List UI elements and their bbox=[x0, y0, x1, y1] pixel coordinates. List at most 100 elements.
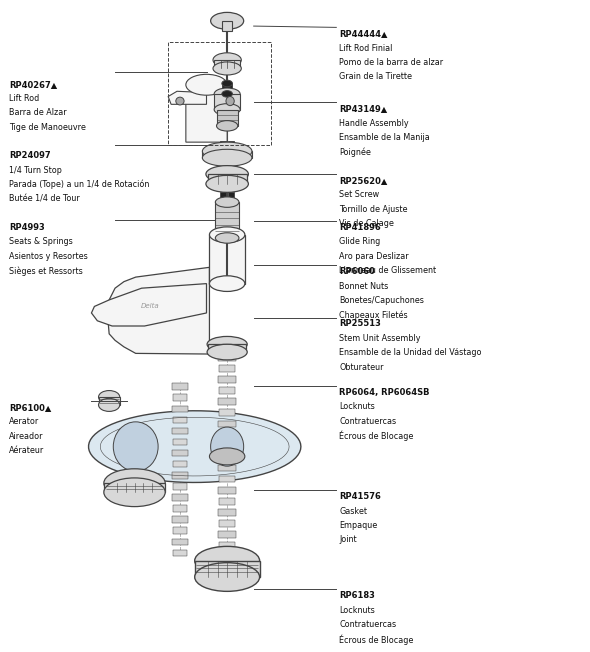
Ellipse shape bbox=[213, 53, 241, 67]
Bar bbox=[208, 174, 247, 184]
Bar bbox=[222, 83, 232, 94]
Text: Seats & Springs: Seats & Springs bbox=[9, 237, 73, 246]
Bar bbox=[219, 432, 235, 438]
Bar bbox=[173, 439, 187, 445]
Text: RP25620▲: RP25620▲ bbox=[339, 176, 388, 185]
Bar bbox=[104, 483, 165, 492]
Text: Bonnet Nuts: Bonnet Nuts bbox=[339, 282, 388, 291]
Bar bbox=[209, 235, 245, 284]
Bar bbox=[219, 476, 235, 482]
Text: RP25513: RP25513 bbox=[339, 319, 381, 329]
Polygon shape bbox=[186, 85, 227, 142]
Text: Locknuts: Locknuts bbox=[339, 402, 375, 411]
Text: RP6064, RP6064SB: RP6064, RP6064SB bbox=[339, 388, 430, 397]
Ellipse shape bbox=[222, 80, 232, 87]
Text: Butée 1/4 de Tour: Butée 1/4 de Tour bbox=[9, 194, 80, 203]
Bar bbox=[173, 483, 187, 490]
Bar bbox=[218, 376, 236, 383]
Ellipse shape bbox=[213, 62, 241, 75]
Bar bbox=[218, 398, 236, 405]
Bar bbox=[172, 472, 188, 479]
Ellipse shape bbox=[214, 88, 240, 100]
Bar bbox=[99, 397, 120, 405]
Text: RP6060: RP6060 bbox=[339, 267, 375, 276]
Bar bbox=[172, 539, 188, 545]
Bar bbox=[218, 354, 236, 361]
Text: Sièges et Ressorts: Sièges et Ressorts bbox=[9, 266, 83, 276]
Text: Glide Ring: Glide Ring bbox=[339, 237, 381, 246]
Bar bbox=[222, 21, 232, 31]
Ellipse shape bbox=[202, 149, 252, 166]
Text: Contratuercas: Contratuercas bbox=[339, 620, 396, 629]
Bar bbox=[173, 417, 187, 423]
Text: Aérateur: Aérateur bbox=[9, 446, 44, 455]
Bar bbox=[219, 542, 235, 549]
Ellipse shape bbox=[209, 448, 245, 465]
Bar bbox=[219, 409, 235, 416]
Bar bbox=[218, 421, 236, 427]
Ellipse shape bbox=[207, 344, 247, 360]
Polygon shape bbox=[91, 284, 206, 326]
Ellipse shape bbox=[209, 227, 245, 243]
Ellipse shape bbox=[195, 563, 260, 591]
Ellipse shape bbox=[215, 197, 239, 207]
Text: Lift Rod: Lift Rod bbox=[9, 94, 39, 103]
Text: Empaque: Empaque bbox=[339, 521, 378, 530]
Bar bbox=[173, 550, 187, 556]
Bar bbox=[172, 406, 188, 412]
Ellipse shape bbox=[214, 104, 240, 115]
Bar bbox=[195, 561, 260, 577]
Text: RP40267▲: RP40267▲ bbox=[9, 80, 57, 89]
Text: Poignée: Poignée bbox=[339, 147, 371, 157]
Text: Aerator: Aerator bbox=[9, 417, 39, 426]
Text: Locknuts: Locknuts bbox=[339, 606, 375, 615]
Bar bbox=[168, 42, 271, 145]
Bar bbox=[217, 110, 238, 126]
Text: Set Screw: Set Screw bbox=[339, 190, 379, 200]
Bar bbox=[173, 527, 187, 534]
Text: Obturateur: Obturateur bbox=[339, 363, 384, 372]
Text: Grain de la Tirette: Grain de la Tirette bbox=[339, 72, 412, 82]
Text: Asientos y Resortes: Asientos y Resortes bbox=[9, 252, 87, 261]
Text: Bonetes/Capuchones: Bonetes/Capuchones bbox=[339, 296, 424, 305]
Text: Vis de Calage: Vis de Calage bbox=[339, 219, 394, 228]
Text: Écrous de Blocage: Écrous de Blocage bbox=[339, 431, 414, 441]
Text: Gasket: Gasket bbox=[339, 507, 367, 516]
Ellipse shape bbox=[207, 336, 247, 352]
Bar bbox=[215, 202, 239, 238]
Bar bbox=[218, 443, 236, 449]
Bar bbox=[219, 365, 235, 372]
Text: Ensamble de la Manija: Ensamble de la Manija bbox=[339, 133, 430, 142]
Bar bbox=[173, 461, 187, 467]
Bar bbox=[172, 450, 188, 456]
Bar bbox=[172, 516, 188, 523]
Ellipse shape bbox=[206, 175, 248, 192]
Text: Joint: Joint bbox=[339, 535, 357, 544]
Text: RP43149▲: RP43149▲ bbox=[339, 104, 388, 113]
Text: Écrous de Blocage: Écrous de Blocage bbox=[339, 634, 414, 645]
Ellipse shape bbox=[113, 422, 158, 471]
Bar bbox=[228, 192, 234, 205]
Bar bbox=[172, 428, 188, 434]
Text: Tornillo de Ajuste: Tornillo de Ajuste bbox=[339, 205, 408, 214]
Bar bbox=[172, 383, 188, 390]
Bar bbox=[218, 531, 236, 538]
Polygon shape bbox=[107, 267, 209, 354]
Bar bbox=[218, 487, 236, 494]
Bar bbox=[173, 394, 187, 401]
Text: RP6100▲: RP6100▲ bbox=[9, 403, 51, 412]
Bar bbox=[173, 505, 187, 512]
Text: RP24097: RP24097 bbox=[9, 151, 51, 160]
Bar bbox=[219, 387, 235, 394]
Ellipse shape bbox=[226, 96, 234, 106]
Text: Delta: Delta bbox=[141, 303, 160, 310]
Text: Stem Unit Assembly: Stem Unit Assembly bbox=[339, 334, 421, 343]
Bar bbox=[218, 509, 236, 516]
Bar bbox=[220, 141, 226, 149]
Text: Tige de Manoeuvre: Tige de Manoeuvre bbox=[9, 123, 86, 132]
Ellipse shape bbox=[99, 398, 120, 411]
Polygon shape bbox=[88, 411, 301, 482]
Ellipse shape bbox=[211, 427, 244, 466]
Bar bbox=[202, 151, 252, 158]
Ellipse shape bbox=[186, 74, 227, 95]
